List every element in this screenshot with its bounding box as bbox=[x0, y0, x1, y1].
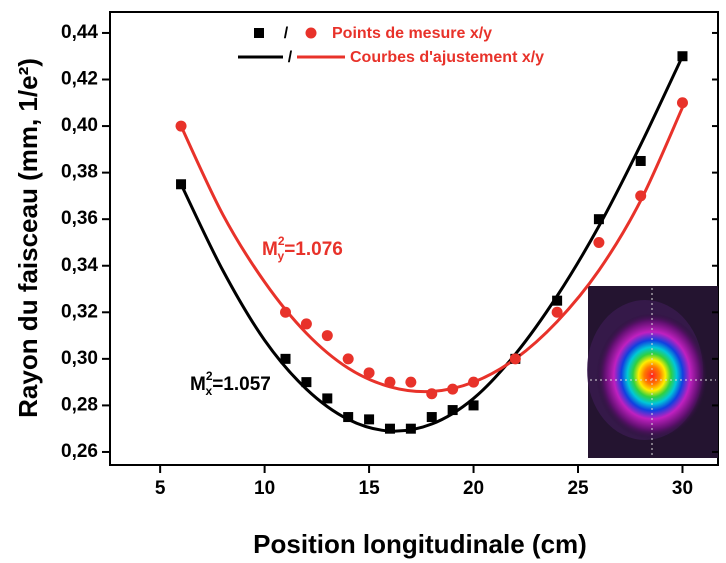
y-tick-label: 0,44 bbox=[61, 22, 98, 43]
annotation-part: 2 bbox=[278, 234, 285, 248]
legend-label: Courbes d'ajustement x/y bbox=[350, 49, 544, 66]
data-point bbox=[301, 377, 312, 388]
x-tick-label: 30 bbox=[672, 478, 693, 499]
data-point bbox=[342, 353, 354, 365]
y-tick-label: 0,34 bbox=[61, 255, 98, 276]
data-point bbox=[635, 155, 646, 166]
legend-separator: / bbox=[284, 25, 289, 42]
y-tick-label: 0,42 bbox=[61, 69, 98, 90]
x-tick-label: 20 bbox=[463, 478, 484, 499]
annotation-part: 2 bbox=[206, 369, 213, 383]
y-tick-label: 0,30 bbox=[61, 348, 98, 369]
annotation-part: M bbox=[190, 374, 206, 395]
data-point bbox=[280, 306, 292, 318]
plot-frame bbox=[109, 11, 719, 466]
data-point bbox=[509, 353, 521, 365]
legend-marker bbox=[254, 28, 264, 38]
legend-marker bbox=[305, 27, 317, 39]
data-point bbox=[300, 318, 312, 330]
data-point bbox=[384, 376, 396, 388]
data-point bbox=[593, 236, 605, 248]
fit-annotation: M2 x=1.057 bbox=[190, 369, 271, 398]
y-axis-label: Rayon du faisceau (mm, 1/e²) bbox=[13, 58, 43, 418]
data-point bbox=[322, 393, 333, 404]
y-tick-label: 0,26 bbox=[61, 441, 98, 462]
data-point bbox=[676, 97, 688, 109]
x-tick-label: 5 bbox=[155, 478, 166, 499]
y-tick-label: 0,28 bbox=[61, 394, 98, 415]
data-point bbox=[593, 214, 604, 225]
annotation-part: =1.057 bbox=[212, 374, 271, 395]
x-tick-label: 10 bbox=[254, 478, 275, 499]
y-tick-label: 0,32 bbox=[61, 301, 98, 322]
data-point bbox=[364, 414, 375, 425]
annotation-part: =1.076 bbox=[284, 239, 343, 260]
data-point bbox=[363, 367, 375, 379]
beam-inset bbox=[587, 286, 718, 458]
annotation-part: y bbox=[278, 249, 285, 263]
data-point bbox=[552, 295, 563, 306]
fit-annotation: M2 y=1.076 bbox=[262, 234, 343, 263]
legend-label: Points de mesure x/y bbox=[332, 25, 492, 42]
annotation-part: x bbox=[206, 384, 213, 398]
data-point bbox=[447, 383, 459, 395]
x-tick-label: 25 bbox=[567, 478, 589, 499]
annotation-part: M bbox=[262, 239, 278, 260]
y-tick-label: 0,38 bbox=[61, 162, 98, 183]
data-point bbox=[280, 353, 291, 364]
y-tick-label: 0,40 bbox=[61, 115, 98, 136]
data-point bbox=[468, 376, 480, 388]
data-point bbox=[447, 405, 458, 416]
data-point bbox=[468, 400, 479, 411]
y-tick-label: 0,36 bbox=[61, 208, 98, 229]
data-point bbox=[426, 388, 438, 400]
x-axis-label: Position longitudinale (cm) bbox=[253, 529, 587, 559]
legend-separator: / bbox=[288, 49, 293, 66]
data-point bbox=[343, 412, 354, 423]
data-point bbox=[175, 120, 187, 132]
data-point bbox=[677, 51, 688, 62]
data-point bbox=[551, 306, 563, 318]
data-point bbox=[176, 179, 187, 190]
x-tick-label: 15 bbox=[359, 478, 381, 499]
data-point bbox=[405, 423, 416, 434]
data-point bbox=[321, 330, 333, 342]
data-point bbox=[405, 376, 417, 388]
data-point bbox=[635, 190, 647, 202]
data-point bbox=[426, 412, 437, 423]
data-point bbox=[384, 423, 395, 434]
